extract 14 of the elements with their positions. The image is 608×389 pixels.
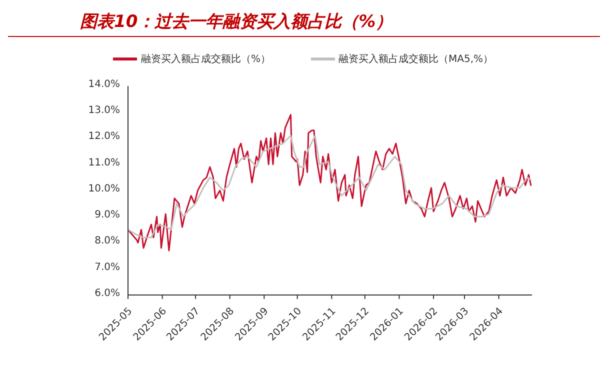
- y-tick-label: 12.0%: [88, 131, 120, 142]
- legend-label: 融资买入额占成交额比（%）: [140, 52, 270, 66]
- line-series: [128, 134, 532, 238]
- y-tick-label: 13.0%: [88, 105, 120, 116]
- y-tick-label: 11.0%: [88, 157, 120, 168]
- y-tick-label: 14.0%: [88, 78, 120, 90]
- legend-label: 融资买入额占成交额比（MA5,%）: [338, 52, 494, 66]
- line-series: [128, 114, 532, 252]
- y-tick-label: 7.0%: [94, 262, 120, 273]
- y-tick-label: 6.0%: [94, 288, 120, 299]
- chart-title: 图表10：过去一年融资买入额占比（%）: [8, 8, 600, 37]
- y-tick-label: 9.0%: [94, 210, 120, 221]
- y-tick-label: 8.0%: [94, 236, 120, 247]
- y-tick-label: 10.0%: [88, 183, 120, 194]
